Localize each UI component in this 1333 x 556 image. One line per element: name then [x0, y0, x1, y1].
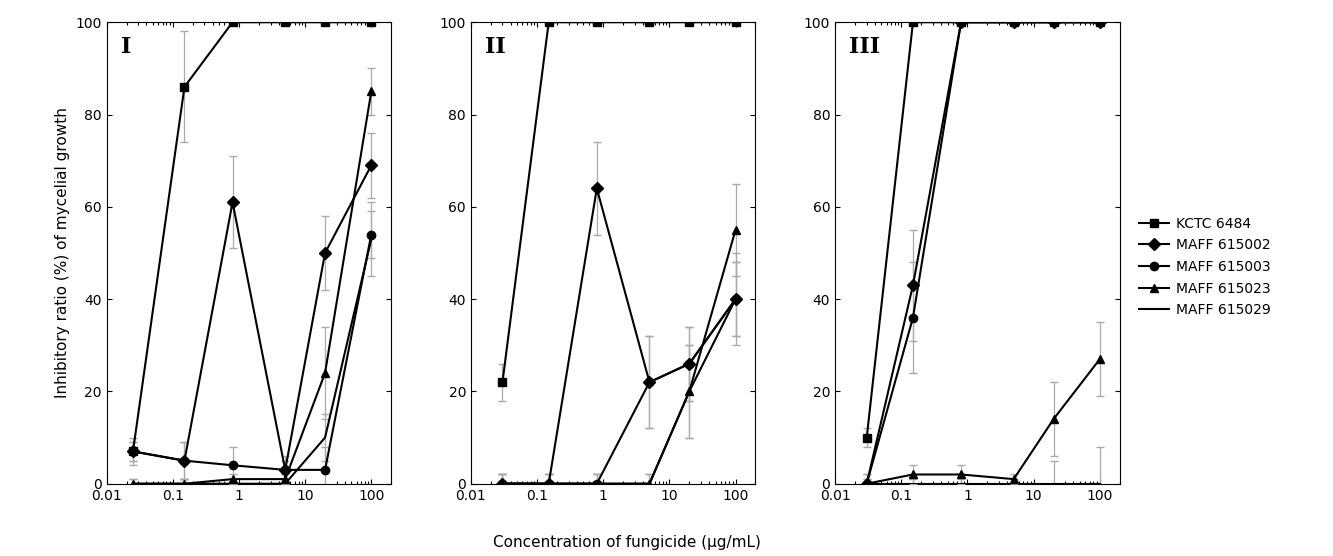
Y-axis label: Inhibitory ratio (%) of mycelial growth: Inhibitory ratio (%) of mycelial growth: [55, 107, 69, 399]
Legend: KCTC 6484, MAFF 615002, MAFF 615003, MAFF 615023, MAFF 615029: KCTC 6484, MAFF 615002, MAFF 615003, MAF…: [1133, 211, 1277, 322]
Text: III: III: [849, 36, 881, 58]
Text: II: II: [485, 36, 505, 58]
Text: I: I: [121, 36, 131, 58]
Text: Concentration of fungicide (μg/mL): Concentration of fungicide (μg/mL): [493, 535, 760, 550]
